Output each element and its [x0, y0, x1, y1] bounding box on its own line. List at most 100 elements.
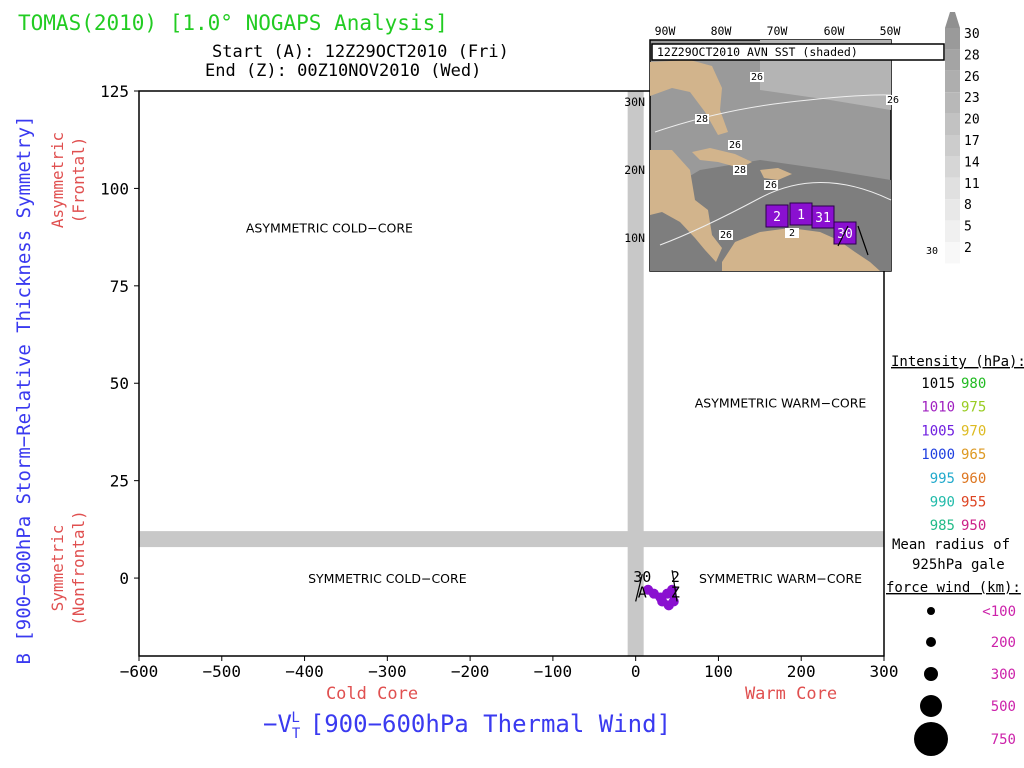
inset-track-marker	[857, 225, 869, 256]
inset-track: 2 1 31 30	[765, 202, 869, 256]
colorbar-segment	[945, 28, 960, 50]
y-side-label-upper: Asymmetric	[48, 132, 67, 228]
inset-contour-label-bg	[719, 230, 733, 240]
colorbar-segment	[945, 242, 960, 264]
radius-label: 500	[991, 699, 1016, 715]
x-axis-label-rest: [900−600hPa Thermal Wind]	[310, 710, 671, 738]
inset-land-yucatan	[670, 176, 692, 200]
x-tick-label: −400	[285, 662, 324, 681]
inset-contour-label: 28	[734, 165, 746, 176]
x-side-label-right: Warm Core	[745, 684, 837, 704]
inset-contour-label: 26	[887, 95, 899, 106]
legend-pressure-left: 1000	[921, 447, 955, 463]
x-tick-label: −200	[451, 662, 490, 681]
inset-contour-label-bg	[886, 95, 900, 105]
legend-pressure-right: 955	[961, 495, 986, 511]
legend-pressure-left: 985	[930, 518, 955, 534]
legend-rows: 1015 980 1010 975 1005 970 1000 965 995 960 990 955…	[921, 376, 986, 534]
inset-title: 12Z29OCT2010 AVN SST (shaded)	[657, 45, 858, 59]
legend-pressure-right: 975	[961, 400, 986, 416]
radius-label: 200	[991, 635, 1016, 651]
x-axis-label: −VTL [900−600hPa Thermal Wind]	[263, 710, 671, 742]
radius-heading-1: Mean radius of	[892, 537, 1010, 553]
track-point	[657, 596, 668, 607]
inset-track-label: 30	[837, 227, 853, 242]
plot-frame	[138, 90, 885, 657]
radius-dot	[924, 667, 938, 681]
inset-track-marker	[837, 225, 849, 247]
inset-lon-label: 50W	[880, 24, 901, 38]
x-tick-label: −500	[203, 662, 242, 681]
colorbar-segment	[945, 49, 960, 71]
y-tick-label: 75	[110, 277, 129, 296]
track-label: Z	[671, 584, 680, 602]
inset-lat-label: 30N	[624, 95, 645, 109]
colorbar-label: 17	[964, 134, 980, 149]
inset-contour-label: 26	[751, 72, 763, 83]
inset-contour-label-bg	[785, 228, 799, 238]
horizontal-band	[139, 531, 884, 548]
colorbar-segment	[945, 70, 960, 93]
storm-track: 30 2 A Z	[633, 568, 680, 611]
inset-track-box	[811, 205, 835, 229]
x-axis-label-sup: L	[291, 710, 299, 726]
colorbar-label: 28	[964, 48, 980, 63]
inset-contour-label-bg	[728, 140, 742, 150]
inset-lon-label: 70W	[767, 24, 788, 38]
track-start-marker	[635, 574, 643, 602]
inset-contour-label-bg	[733, 165, 747, 175]
inset-land-cuba	[692, 148, 752, 168]
legend-pressure-left: 990	[930, 495, 955, 511]
x-tick-label: −100	[534, 662, 573, 681]
inset-contour-28	[659, 182, 892, 246]
chart-title: TOMAS(2010) [1.0° NOGAPS Analysis]	[18, 11, 448, 35]
radius-label: 300	[991, 667, 1016, 683]
legend-pressure-left: 995	[930, 471, 955, 487]
colorbar-label: 5	[964, 220, 972, 235]
inset-lat-label: 20N	[624, 163, 645, 177]
end-time-label: End (Z): 00Z10NOV2010 (Wed)	[205, 61, 481, 81]
track-end-marker	[671, 570, 678, 602]
inset-land-south-america	[722, 228, 880, 271]
inset-land-central-america	[650, 150, 722, 262]
inset-colorbar: 30 28 26 23 20 17 14 11 8 5 2	[945, 12, 980, 264]
legend-heading: Intensity (hPa):	[891, 354, 1024, 370]
y-tick-label: 0	[119, 569, 129, 588]
legend-pressure-right: 965	[961, 447, 986, 463]
divider-bands	[139, 91, 884, 656]
x-axis-label-main: −V	[263, 710, 292, 738]
colorbar-label: 8	[964, 198, 972, 213]
legend-pressure-right: 980	[961, 376, 986, 392]
radius-heading-2: 925hPa gale	[912, 557, 1005, 573]
x-tick-label: −600	[120, 662, 159, 681]
legend-pressure-left: 1015	[921, 376, 955, 392]
colorbar-top-arrow	[945, 12, 960, 28]
legend-pressure-right: 960	[961, 471, 986, 487]
legend-pressure-left: 1010	[921, 400, 955, 416]
inset-track-label: 31	[815, 211, 831, 226]
track-label: A	[638, 584, 647, 602]
x-side-label-left: Cold Core	[326, 684, 418, 704]
inset-track-label: 2	[773, 210, 781, 225]
legend-pressure-right: 950	[961, 518, 986, 534]
track-label: 2	[671, 568, 680, 586]
x-tick-label: 300	[870, 662, 899, 681]
inset-track-label: 1	[797, 208, 805, 223]
quadrant-label: SYMMETRIC COLD−CORE	[308, 571, 467, 586]
radius-dot	[927, 607, 935, 615]
y-axis-label: B [900−600hPa Storm−Relative Thickness S…	[13, 115, 35, 664]
inset-lon-label: 60W	[824, 24, 845, 38]
x-axis-label-sub: T	[292, 726, 301, 742]
start-time-label: Start (A): 12Z29OCT2010 (Fri)	[212, 42, 509, 62]
x-tick-label: −300	[368, 662, 407, 681]
legend-pressure-left: 1005	[921, 423, 955, 439]
inset-lat-label: 10N	[624, 231, 645, 245]
inset-contour-label: 26	[765, 180, 777, 191]
inset-contour-label-bg	[925, 246, 939, 256]
colorbar-segment	[945, 199, 960, 221]
x-tick-label: 200	[787, 662, 816, 681]
colorbar-label: 2	[964, 241, 972, 256]
radius-heading-3: force wind (km):	[886, 580, 1021, 596]
quadrant-label: ASYMMETRIC COLD−CORE	[246, 220, 413, 235]
